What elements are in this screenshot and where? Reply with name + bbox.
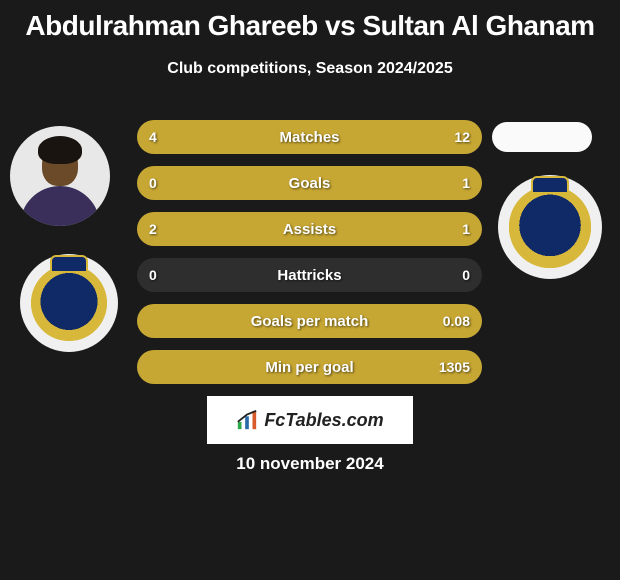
stat-value-right: 0	[462, 258, 470, 292]
fctables-watermark: FcTables.com	[207, 396, 413, 444]
stat-label: Goals	[137, 166, 482, 200]
stat-value-left: 0	[149, 166, 157, 200]
subtitle: Club competitions, Season 2024/2025	[0, 60, 620, 78]
stat-row: Matches4 12	[137, 120, 482, 154]
player-avatar-right	[492, 122, 592, 152]
player-avatar-left	[10, 126, 110, 226]
stat-value-left: 4	[149, 120, 157, 154]
stat-row: Goals0 1	[137, 166, 482, 200]
stat-value-right: 1305	[439, 350, 470, 384]
stat-value-right: 1	[462, 212, 470, 246]
stat-label: Assists	[137, 212, 482, 246]
page-title: Abdulrahman Ghareeb vs Sultan Al Ghanam	[0, 0, 620, 42]
stat-label: Matches	[137, 120, 482, 154]
stat-row: Hattricks0 0	[137, 258, 482, 292]
stat-value-left: 0	[149, 258, 157, 292]
stat-row: Min per goal1305	[137, 350, 482, 384]
stats-table: Matches412Goals01Assists21Hattricks00Goa…	[137, 120, 482, 396]
stat-value-right: 12	[454, 120, 470, 154]
club-badge-right	[498, 175, 602, 279]
stat-label: Hattricks	[137, 258, 482, 292]
stat-value-right: 1	[462, 166, 470, 200]
stat-label: Goals per match	[137, 304, 482, 338]
stat-value-left: 2	[149, 212, 157, 246]
fctables-icon	[236, 409, 258, 431]
stat-label: Min per goal	[137, 350, 482, 384]
club-badge-left	[20, 254, 118, 352]
date-label: 10 november 2024	[0, 454, 620, 474]
stat-value-right: 0.08	[443, 304, 470, 338]
fctables-label: FcTables.com	[264, 410, 383, 431]
stat-row: Assists2 1	[137, 212, 482, 246]
stat-row: Goals per match0.08	[137, 304, 482, 338]
